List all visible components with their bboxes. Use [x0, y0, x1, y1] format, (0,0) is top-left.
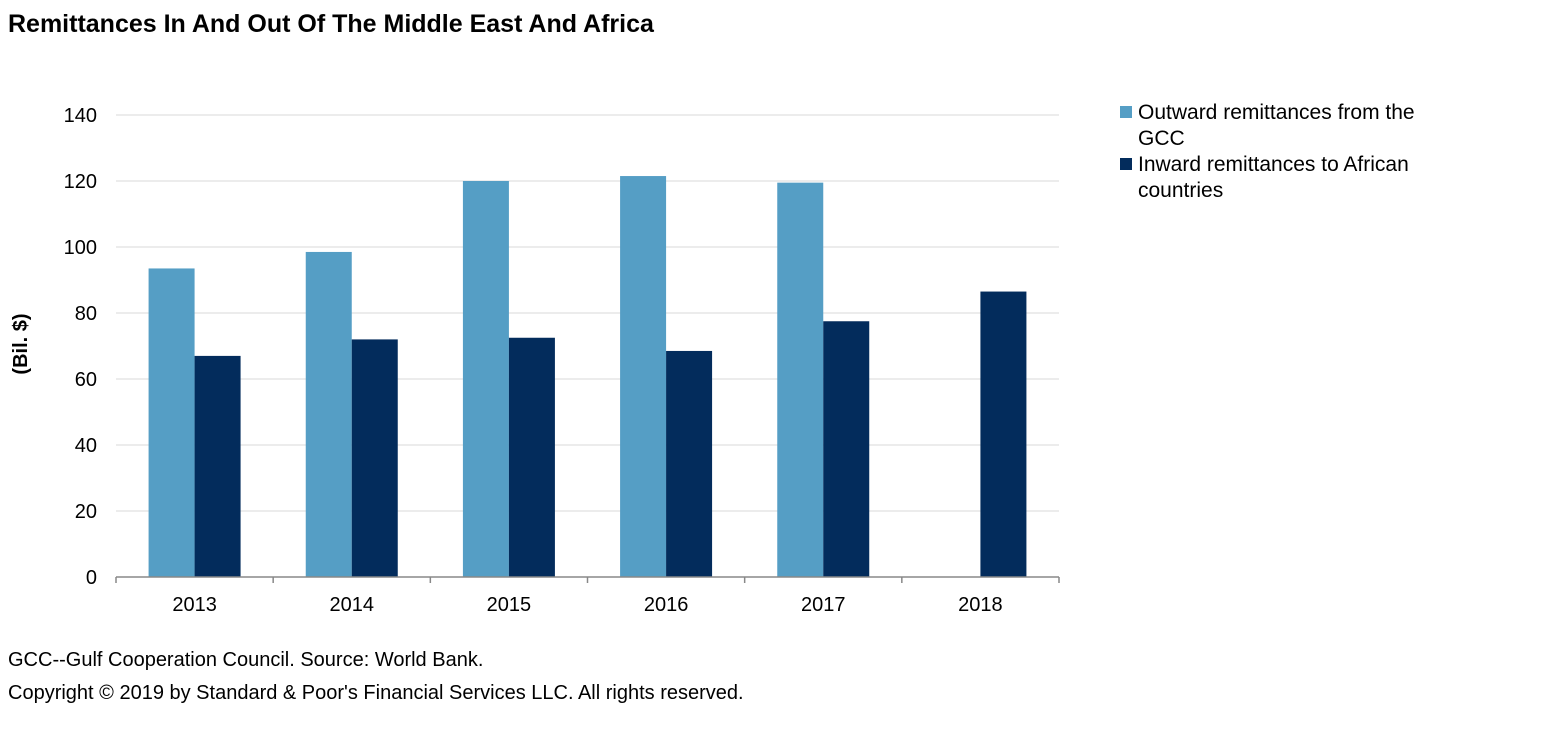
bar-outward-2015	[462, 181, 509, 577]
chart-title: Remittances In And Out Of The Middle Eas…	[8, 10, 654, 38]
x-tick-label-2018: 2018	[958, 594, 1003, 616]
y-tick-label: 0	[86, 567, 97, 589]
bars	[148, 176, 1027, 578]
legend-swatch-outward	[1120, 106, 1132, 118]
bar-outward-2013	[148, 268, 195, 577]
bar-inward-2014	[351, 339, 398, 577]
gridlines	[116, 114, 1059, 512]
x-tick-label-2014: 2014	[330, 594, 375, 616]
y-tick-label: 20	[75, 501, 97, 523]
source-note: GCC--Gulf Cooperation Council. Source: W…	[8, 649, 484, 671]
bar-inward-2017	[823, 321, 870, 577]
bar-outward-2017	[777, 182, 824, 577]
legend-item-outward: Outward remittances from the GCC	[1120, 100, 1450, 152]
legend-swatch-inward	[1120, 158, 1132, 170]
bar-inward-2016	[666, 350, 713, 577]
bar-inward-2013	[194, 355, 241, 577]
axes: 0 20 40 60 80 100 120 140 2013 2014 2015 2016 2017 20…	[64, 105, 1060, 616]
x-tick-label-2016: 2016	[644, 594, 689, 616]
bar-outward-2016	[620, 176, 667, 578]
legend-item-inward: Inward remittances to African countries	[1120, 152, 1450, 204]
y-tick-label: 60	[75, 369, 97, 391]
x-tick-label-2013: 2013	[172, 594, 217, 616]
y-tick-label: 80	[75, 303, 97, 325]
bar-outward-2014	[305, 251, 352, 577]
y-tick-label: 40	[75, 435, 97, 457]
legend-label-inward: Inward remittances to African countries	[1138, 153, 1409, 202]
y-axis-label: (Bil. $)	[10, 313, 32, 374]
bar-inward-2018	[980, 291, 1027, 577]
y-tick-label: 140	[64, 105, 97, 127]
legend-label-outward: Outward remittances from the GCC	[1138, 101, 1415, 150]
legend: Outward remittances from the GCC Inward …	[1120, 100, 1450, 204]
copyright-note: Copyright © 2019 by Standard & Poor's Fi…	[8, 682, 744, 704]
x-tick-label-2015: 2015	[487, 594, 532, 616]
bar-inward-2015	[508, 337, 555, 577]
x-tick-label-2017: 2017	[801, 594, 846, 616]
y-tick-label: 100	[64, 237, 97, 259]
y-tick-label: 120	[64, 171, 97, 193]
